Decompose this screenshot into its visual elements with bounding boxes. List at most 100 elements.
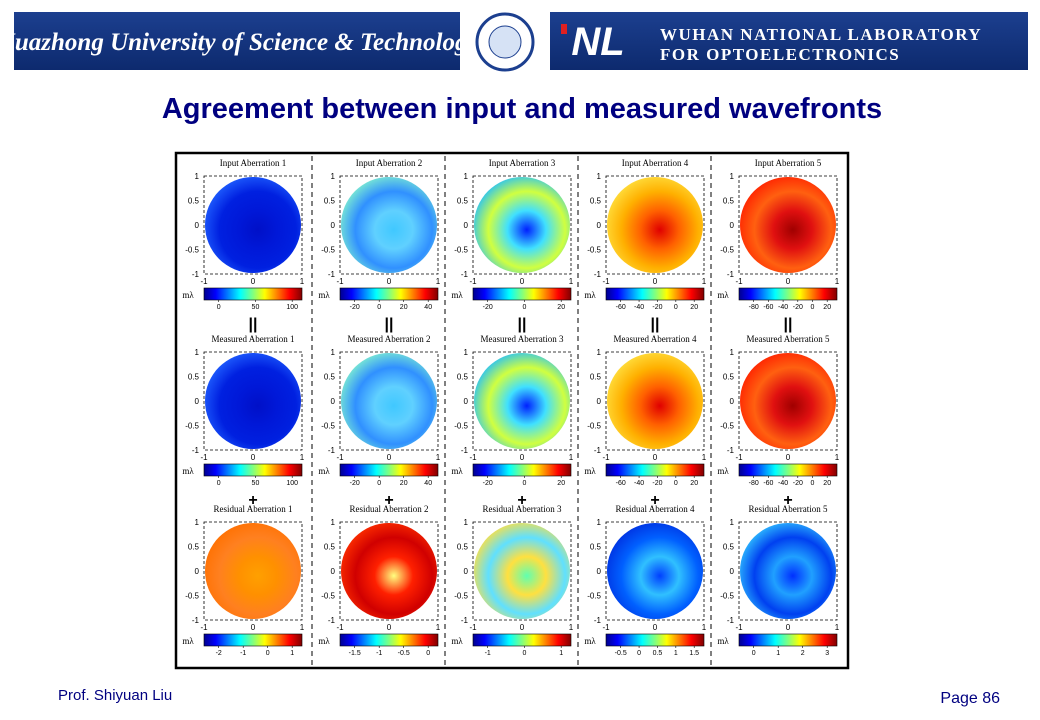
colorbar-tick-label: -0.5 — [398, 650, 410, 657]
colorbar-tick-label: 1 — [674, 650, 678, 657]
x-tick-label: -1 — [602, 453, 610, 462]
unit-label: mλ — [451, 466, 463, 476]
y-tick-label: 1 — [331, 518, 336, 527]
y-tick-label: 1 — [195, 172, 200, 181]
colorbar-tick-label: 1 — [559, 650, 563, 657]
colorbar-tick-label: 50 — [252, 304, 260, 311]
colorbar-tick-label: 0 — [522, 650, 526, 657]
axes-box — [472, 351, 572, 451]
y-tick-label: 1 — [597, 172, 602, 181]
colorbar-tick-label: 20 — [400, 304, 408, 311]
x-tick-label: 0 — [653, 277, 658, 286]
x-tick-label: 0 — [786, 623, 791, 632]
axes-box — [339, 175, 439, 275]
colorbar-tick-label: -20 — [483, 480, 493, 487]
x-tick-label: 1 — [300, 623, 305, 632]
y-tick-label: 1 — [464, 172, 469, 181]
y-tick-label: -0.5 — [587, 422, 601, 431]
colorbar-tick-label: 1 — [290, 650, 294, 657]
x-tick-label: 1 — [702, 623, 707, 632]
colorbar-tick-label: 100 — [286, 304, 298, 311]
colorbar-tick-label: 50 — [252, 480, 260, 487]
y-tick-label: -1 — [461, 616, 469, 625]
y-tick-label: -1 — [192, 446, 200, 455]
colorbar-tick-label: -20 — [350, 480, 360, 487]
x-tick-label: 1 — [436, 277, 441, 286]
unit-label: mλ — [717, 466, 729, 476]
x-tick-label: -1 — [469, 453, 477, 462]
y-tick-label: -1 — [192, 270, 200, 279]
unit-label: mλ — [182, 636, 194, 646]
y-tick-label: 1 — [195, 348, 200, 357]
x-tick-label: -1 — [469, 277, 477, 286]
wavefront-map — [474, 353, 570, 449]
y-tick-label: -1 — [727, 616, 735, 625]
y-tick-label: -0.5 — [321, 246, 335, 255]
x-tick-label: 0 — [520, 277, 525, 286]
colorbar-tick-label: -60 — [616, 480, 626, 487]
y-tick-label: -0.5 — [185, 592, 199, 601]
y-tick-label: -1 — [727, 446, 735, 455]
colorbar-tick-label: -40 — [634, 304, 644, 311]
colorbar — [339, 633, 439, 647]
colorbar-tick-label: -20 — [652, 480, 662, 487]
y-tick-label: 0 — [464, 397, 469, 406]
panel-title: Measured Aberration 5 — [747, 334, 830, 344]
y-tick-label: 1 — [730, 348, 735, 357]
colorbar-tick-label: 20 — [400, 480, 408, 487]
colorbar — [472, 633, 572, 647]
y-tick-label: 0 — [331, 221, 336, 230]
row-separator: + — [650, 492, 659, 509]
colorbar-tick-label: 0 — [522, 480, 526, 487]
y-tick-label: 0.5 — [188, 543, 200, 552]
y-tick-label: 0 — [730, 397, 735, 406]
wavefront-map — [474, 177, 570, 273]
y-tick-label: 0.5 — [723, 543, 735, 552]
y-tick-label: 1 — [597, 518, 602, 527]
colorbar-tick-label: -40 — [634, 480, 644, 487]
colorbar-tick-label: -1 — [376, 650, 382, 657]
colorbar-tick-label: 20 — [557, 304, 565, 311]
row-separator: || — [518, 316, 527, 333]
x-tick-label: -1 — [469, 623, 477, 632]
colorbar-tick-label: -60 — [763, 480, 773, 487]
wavefront-map — [607, 177, 703, 273]
wavefront-map — [341, 523, 437, 619]
y-tick-label: 0.5 — [457, 373, 469, 382]
x-tick-label: 0 — [653, 623, 658, 632]
y-tick-label: 0.5 — [188, 373, 200, 382]
axes-box — [738, 521, 838, 621]
x-tick-label: 1 — [702, 453, 707, 462]
x-tick-label: -1 — [735, 277, 743, 286]
lab-line-1: WUHAN NATIONAL LABORATORY — [660, 25, 982, 44]
y-tick-label: -0.5 — [321, 422, 335, 431]
colorbar-tick-label: 0 — [217, 480, 221, 487]
colorbar-tick-label: 3 — [825, 650, 829, 657]
axes-box — [472, 521, 572, 621]
colorbar — [605, 287, 705, 301]
colorbar-tick-label: 20 — [557, 480, 565, 487]
row-separator: + — [248, 492, 257, 509]
y-tick-label: 0 — [597, 567, 602, 576]
colorbar-tick-label: -20 — [350, 304, 360, 311]
y-tick-label: 0.5 — [188, 197, 200, 206]
colorbar-tick-label: 0 — [377, 480, 381, 487]
colorbar-tick-label: -1.5 — [349, 650, 361, 657]
wavefront-map — [740, 353, 836, 449]
x-tick-label: 1 — [835, 277, 840, 286]
row-separator: || — [385, 316, 394, 333]
y-tick-label: 1 — [464, 348, 469, 357]
colorbar-tick-label: 1.5 — [689, 650, 699, 657]
axes-box — [605, 175, 705, 275]
colorbar-tick-label: 100 — [286, 480, 298, 487]
colorbar — [472, 287, 572, 301]
x-tick-label: -1 — [735, 623, 743, 632]
y-tick-label: -1 — [328, 270, 336, 279]
colorbar-tick-label: 0 — [811, 304, 815, 311]
y-tick-label: 0 — [331, 397, 336, 406]
y-tick-label: -0.5 — [720, 422, 734, 431]
y-tick-label: 0.5 — [457, 197, 469, 206]
colorbar-tick-label: -20 — [652, 304, 662, 311]
unit-label: mλ — [584, 466, 596, 476]
x-tick-label: -1 — [200, 277, 208, 286]
